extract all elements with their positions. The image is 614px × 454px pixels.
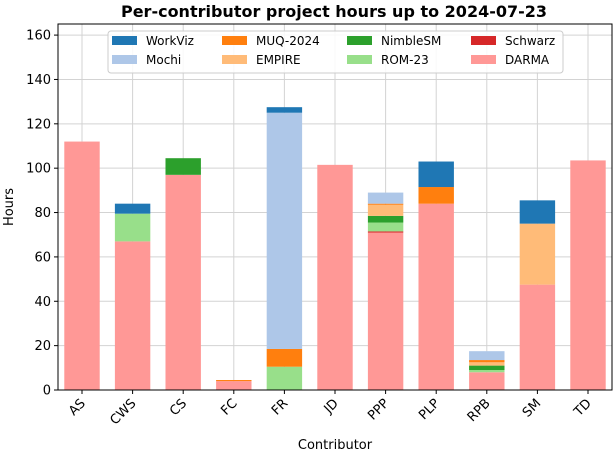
x-axis-label: Contributor bbox=[298, 438, 373, 453]
bar-segment-mochi-rpb bbox=[469, 351, 505, 361]
bar-segment-darma-td bbox=[570, 160, 606, 390]
legend-swatch bbox=[347, 36, 372, 45]
legend-swatch bbox=[222, 36, 247, 45]
legend-label: Schwarz bbox=[505, 34, 555, 48]
y-tick-label: 140 bbox=[26, 73, 51, 88]
bar-segment-workviz-plp bbox=[418, 161, 454, 188]
bar-segment-darma-plp bbox=[418, 203, 454, 390]
bar-segment-darma-fc bbox=[216, 381, 252, 390]
bar-segment-workviz-fr bbox=[266, 107, 303, 113]
bar-segment-empire-sm bbox=[519, 223, 556, 285]
bar-segment-muq-2024-fr bbox=[266, 348, 303, 367]
bar-segment-empire-ppp bbox=[367, 204, 404, 216]
y-axis-label: Hours bbox=[2, 188, 17, 226]
chart-title: Per-contributor project hours up to 2024… bbox=[121, 2, 547, 21]
bar-segment-darma-jd bbox=[317, 164, 353, 390]
bar-segment-nimblesm-cs bbox=[165, 158, 201, 175]
bar-segment-rom-23-fr bbox=[266, 366, 303, 390]
y-tick-label: 100 bbox=[26, 162, 51, 177]
bar-segment-rom-23-cws bbox=[114, 213, 151, 242]
legend-swatch bbox=[471, 55, 496, 64]
legend-label: ROM-23 bbox=[381, 53, 429, 67]
legend-box bbox=[107, 30, 564, 74]
bar-segment-muq-2024-plp bbox=[418, 187, 454, 204]
bar-segment-mochi-ppp bbox=[367, 192, 404, 204]
legend-swatch bbox=[112, 55, 137, 64]
legend-label: DARMA bbox=[505, 53, 550, 67]
legend-swatch bbox=[471, 36, 496, 45]
legend-swatch bbox=[347, 55, 372, 64]
bar-segment-darma-rpb bbox=[469, 372, 505, 390]
bar-segment-schwarz-ppp bbox=[367, 231, 404, 233]
bar-segment-darma-cws bbox=[114, 241, 151, 390]
bar-segment-muq-2024-fc bbox=[216, 380, 252, 382]
y-tick-label: 120 bbox=[26, 117, 51, 132]
legend-swatch bbox=[112, 36, 137, 45]
legend-label: MUQ-2024 bbox=[256, 34, 320, 48]
y-tick-label: 60 bbox=[34, 250, 51, 265]
bar-segment-darma-as bbox=[64, 141, 100, 390]
bar-segment-darma-ppp bbox=[367, 232, 404, 390]
legend-swatch bbox=[222, 55, 247, 64]
bar-segment-rom-23-rpb bbox=[469, 370, 505, 373]
bar-segment-empire-rpb bbox=[469, 362, 505, 366]
legend-label: EMPIRE bbox=[256, 53, 301, 67]
bar-segment-darma-cs bbox=[165, 174, 201, 390]
legend-label: NimbleSM bbox=[381, 34, 441, 48]
y-tick-label: 0 bbox=[43, 384, 51, 399]
y-tick-label: 20 bbox=[34, 339, 51, 354]
bar-layer bbox=[64, 107, 606, 390]
y-tick-label: 160 bbox=[26, 29, 51, 44]
bar-segment-workviz-sm bbox=[519, 200, 556, 224]
bar-segment-mochi-fr bbox=[266, 112, 303, 349]
y-tick-label: 80 bbox=[34, 206, 51, 221]
legend: WorkViz MUQ-2024 NimbleSM Schwarz Mochi EMPIR… bbox=[107, 30, 564, 74]
legend-label: WorkViz bbox=[146, 34, 194, 48]
bar-segment-rom-23-ppp bbox=[367, 222, 404, 232]
bar-segment-workviz-cws bbox=[114, 203, 151, 214]
bar-segment-darma-sm bbox=[519, 284, 556, 390]
bar-segment-nimblesm-ppp bbox=[367, 215, 404, 223]
bar-segment-muq-2024-ppp bbox=[367, 203, 404, 205]
bar-segment-muq-2024-rpb bbox=[469, 360, 505, 363]
legend-label: Mochi bbox=[146, 53, 181, 67]
bar-segment-nimblesm-rpb bbox=[469, 365, 505, 371]
y-tick-label: 40 bbox=[34, 295, 51, 310]
